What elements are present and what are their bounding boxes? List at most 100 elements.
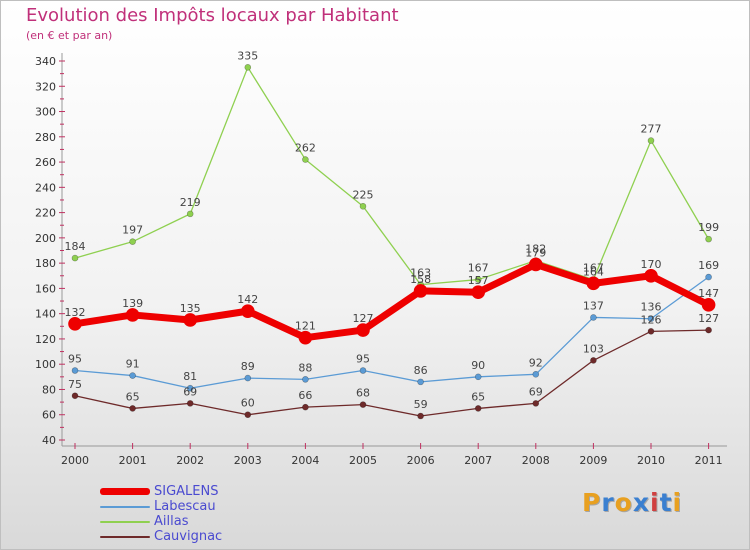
- series-line-labescau: [74, 276, 710, 389]
- data-point: [71, 254, 79, 262]
- chart-subtitle: (en € et par an): [26, 29, 113, 42]
- data-label: 139: [122, 297, 143, 310]
- x-tick-label: 2004: [291, 454, 319, 467]
- data-point: [129, 405, 136, 412]
- logo-letter: i: [650, 488, 660, 517]
- y-tick-label: 80: [42, 383, 56, 396]
- series-line-sigalens: [71, 260, 713, 342]
- data-label: 91: [126, 358, 140, 371]
- data-point: [241, 304, 255, 318]
- data-label: 95: [356, 353, 370, 366]
- data-point: [474, 405, 482, 412]
- data-point: [359, 401, 367, 408]
- data-label: 225: [353, 188, 374, 201]
- y-tick-label: 140: [35, 308, 56, 321]
- data-label: 95: [68, 353, 82, 366]
- data-label: 167: [468, 262, 489, 275]
- data-point: [129, 372, 136, 379]
- x-tick-label: 2001: [119, 454, 147, 467]
- data-label: 90: [471, 359, 485, 372]
- data-label: 59: [414, 398, 428, 411]
- data-point: [532, 400, 540, 407]
- legend-label: Cauvignac: [154, 529, 223, 544]
- y-tick-label: 300: [35, 106, 56, 119]
- data-label: 69: [529, 385, 543, 398]
- data-point: [644, 268, 658, 283]
- legend-item: Labescau: [100, 499, 300, 514]
- data-point: [701, 298, 716, 312]
- data-label: 219: [180, 196, 201, 209]
- proxiti-logo: Proxiti: [582, 488, 682, 517]
- data-label: 68: [356, 387, 370, 400]
- data-point: [705, 235, 712, 243]
- legend-swatch: [100, 488, 150, 495]
- data-label: 60: [241, 397, 255, 410]
- data-point: [532, 371, 540, 378]
- data-point: [417, 412, 424, 420]
- data-point: [647, 328, 655, 335]
- data-point: [359, 202, 367, 210]
- data-label: 103: [583, 342, 604, 355]
- y-tick-label: 120: [35, 333, 56, 346]
- x-tick-label: 2006: [407, 454, 435, 467]
- data-point: [244, 374, 252, 382]
- data-point: [705, 326, 712, 334]
- x-tick-label: 2008: [522, 454, 550, 467]
- data-label: 81: [183, 370, 197, 383]
- data-label: 69: [183, 385, 197, 398]
- data-point: [183, 313, 197, 327]
- data-label: 132: [65, 306, 86, 319]
- legend-swatch: [100, 521, 150, 523]
- logo-letter: t: [659, 488, 673, 517]
- data-label: 158: [410, 273, 431, 286]
- data-point: [186, 384, 194, 392]
- data-point: [71, 392, 79, 400]
- data-point: [474, 373, 482, 381]
- data-point: [528, 257, 543, 272]
- data-label: 170: [641, 258, 662, 271]
- y-tick-label: 180: [35, 257, 56, 270]
- data-label: 262: [295, 142, 316, 155]
- data-label: 197: [122, 224, 143, 237]
- y-tick-label: 40: [42, 434, 56, 447]
- data-label: 169: [698, 259, 719, 272]
- data-point: [586, 276, 601, 291]
- x-tick-label: 2000: [61, 454, 89, 467]
- data-point: [647, 137, 655, 144]
- x-tick-label: 2003: [234, 454, 262, 467]
- data-point: [302, 403, 309, 411]
- data-point: [590, 314, 597, 321]
- data-label: 184: [65, 240, 86, 253]
- data-label: 92: [529, 356, 543, 369]
- data-point: [186, 210, 194, 218]
- data-label: 147: [698, 287, 719, 300]
- data-point: [705, 273, 712, 281]
- data-label: 135: [180, 302, 201, 315]
- y-tick-label: 260: [35, 156, 56, 169]
- data-label: 137: [583, 299, 604, 312]
- data-label: 335: [237, 49, 258, 62]
- data-label: 163: [410, 267, 431, 280]
- data-label: 127: [698, 312, 719, 325]
- legend-swatch: [100, 506, 150, 508]
- data-label: 121: [295, 320, 316, 333]
- legend-label: Aillas: [154, 514, 189, 529]
- data-label: 126: [641, 313, 662, 326]
- y-tick-label: 240: [35, 181, 56, 194]
- data-point: [474, 276, 482, 283]
- y-tick-label: 60: [42, 409, 56, 422]
- data-point: [471, 285, 486, 299]
- legend-item: SIGALENS: [100, 484, 300, 499]
- legend-item: Aillas: [100, 514, 300, 529]
- y-tick-label: 320: [35, 80, 56, 93]
- data-point: [302, 376, 309, 383]
- data-point: [129, 238, 136, 245]
- data-label: 182: [525, 243, 546, 256]
- data-point: [413, 284, 428, 298]
- chart-title: Evolution des Impôts locaux par Habitant: [26, 5, 399, 26]
- data-label: 277: [641, 123, 662, 136]
- y-tick-label: 160: [35, 282, 56, 295]
- data-label: 86: [414, 364, 428, 377]
